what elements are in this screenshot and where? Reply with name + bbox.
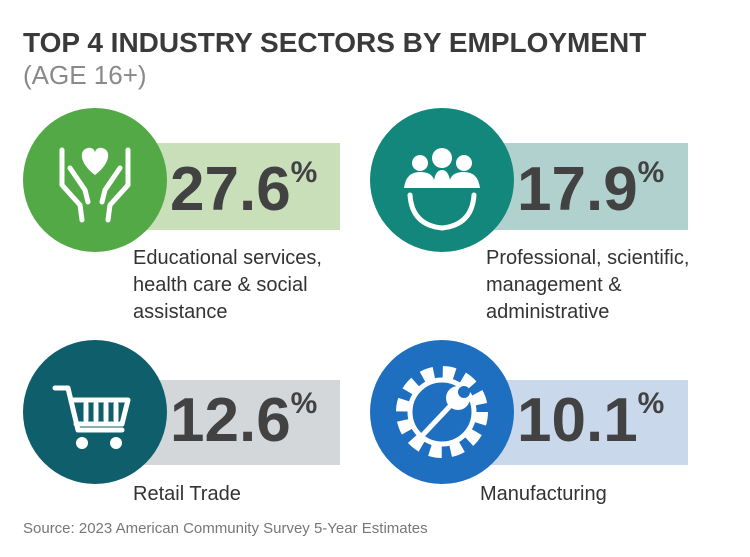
label-line: Educational services, <box>133 247 322 269</box>
value: 27.6 <box>170 155 291 224</box>
value: 17.9 <box>517 155 638 224</box>
label-line: Manufacturing <box>480 483 607 505</box>
people-gear-icon <box>404 148 480 231</box>
label-line: management & <box>486 274 622 296</box>
title: TOP 4 INDUSTRY SECTORS BY EMPLOYMENT <box>23 27 646 58</box>
sector-card: 12.6% Retail Trade <box>23 340 340 505</box>
value-band <box>487 143 688 230</box>
gear-wrench-icon <box>396 366 488 458</box>
percent-value: 10.1% <box>517 386 664 455</box>
sector-card: 10.1% Manufacturing <box>370 340 688 505</box>
source-note: Source: 2023 American Community Survey 5… <box>23 520 428 537</box>
percent-value: 27.6% <box>170 155 317 224</box>
value: 10.1 <box>517 386 638 455</box>
value-band <box>140 143 340 230</box>
hands-heart-icon <box>59 147 131 223</box>
icon-circle <box>23 108 167 252</box>
percent-value: 12.6% <box>170 386 317 455</box>
label-line: Professional, scientific, <box>486 247 689 269</box>
label-line: health care & social <box>133 274 308 296</box>
percent-value: 17.9% <box>517 155 664 224</box>
cart-icon <box>52 385 131 449</box>
unit: % <box>291 156 318 189</box>
label-line: assistance <box>133 301 228 323</box>
sector-card: 27.6% Educational services, health care … <box>23 108 340 323</box>
unit: % <box>291 387 318 420</box>
sector-card: 17.9% Professional, scientific, manageme… <box>370 108 689 323</box>
unit: % <box>638 156 665 189</box>
subtitle: (AGE 16+) <box>23 60 147 90</box>
unit: % <box>638 387 665 420</box>
value: 12.6 <box>170 386 291 455</box>
label-line: Retail Trade <box>133 483 241 505</box>
value-band <box>140 380 340 465</box>
label-line: administrative <box>486 301 609 323</box>
value-band <box>487 380 688 465</box>
